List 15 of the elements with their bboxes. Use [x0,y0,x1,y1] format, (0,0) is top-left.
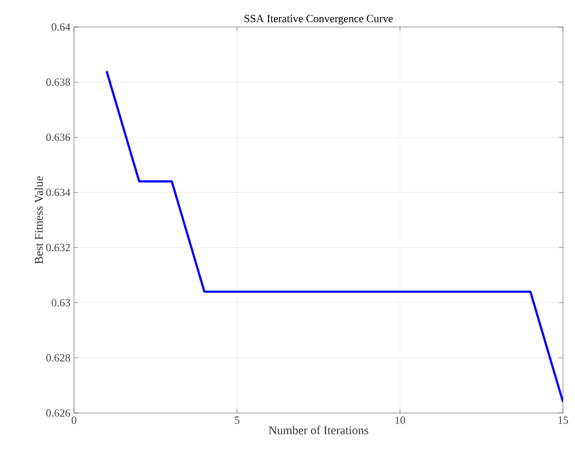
chart-title: SSA Iterative Convergence Curve [244,14,393,24]
x-tick-label: 10 [395,416,406,424]
y-tick-label: 0.634 [46,188,70,196]
y-tick-label: 0.636 [46,134,70,142]
x-tick-label: 5 [234,416,240,424]
y-tick-label: 0.628 [46,354,70,362]
x-tick-label: 0 [72,416,76,424]
x-axis-title: Number of Iterations [268,426,368,434]
y-tick-label: 0.632 [46,244,70,252]
x-tick-label: 15 [558,416,568,424]
y-tick-label: 0.63 [52,299,70,306]
y-tick-label: 0.64 [52,23,70,31]
y-axis-title: Best Fitness Value [34,176,43,264]
y-tick-label: 0.626 [46,409,70,417]
y-tick-label: 0.638 [46,78,70,86]
